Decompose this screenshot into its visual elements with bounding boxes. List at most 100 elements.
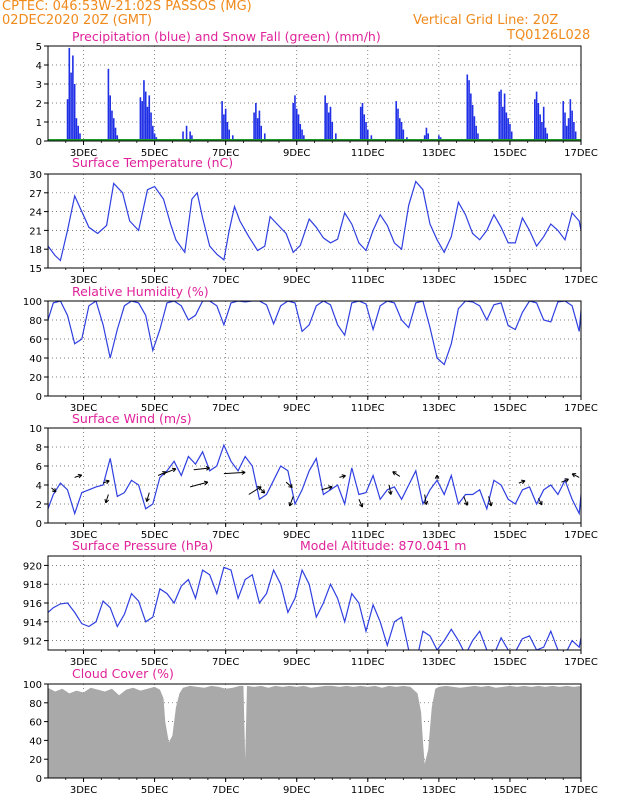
precip-bar <box>68 47 71 141</box>
humidity-panel <box>44 300 582 400</box>
y-tick-label: 60 <box>29 335 42 346</box>
y-tick-label: 20 <box>29 755 42 766</box>
y-tick-label: 5 <box>36 42 42 53</box>
precip-bar <box>335 133 337 141</box>
x-tick-label: 13DEC <box>422 403 456 414</box>
precip-bar <box>79 133 81 141</box>
precip-bar <box>228 129 231 141</box>
precip-bar <box>475 125 477 141</box>
wind-panel <box>44 427 582 527</box>
precip-bar <box>569 99 572 141</box>
header-grid-note: Vertical Grid Line: 20Z <box>413 13 559 28</box>
wind-vector-arrow <box>358 499 364 508</box>
precip-bar <box>326 103 328 141</box>
precip-bar <box>574 131 577 141</box>
y-tick-label: 914 <box>23 618 42 629</box>
precip-bar <box>153 133 156 141</box>
x-tick-label: 7DEC <box>212 657 239 668</box>
precip-bar <box>562 101 565 141</box>
y-tick-label: 10 <box>29 424 42 435</box>
precip-bar <box>565 125 568 141</box>
precip-bar <box>146 106 149 141</box>
precip-bar <box>224 108 227 141</box>
humidity-series-line <box>48 301 581 366</box>
wind-vector-arrow <box>537 498 543 506</box>
precip-bar <box>471 104 474 141</box>
y-tick-label: 2 <box>36 99 42 110</box>
precip-bar <box>139 97 142 141</box>
wind-vector-arrow <box>257 485 266 494</box>
wind-vector-arrow <box>190 480 209 488</box>
wind-title: Surface Wind (m/s) <box>72 411 192 426</box>
x-tick-label: 3DEC <box>70 657 97 668</box>
y-tick-label: 80 <box>29 699 42 710</box>
wind-vector-arrow <box>285 481 293 489</box>
cloud-cover-panel <box>44 683 582 782</box>
precip-bar <box>294 95 296 141</box>
x-tick-label: 13DEC <box>422 275 456 286</box>
x-tick-label: 11DEC <box>351 530 385 541</box>
x-tick-label: 13DEC <box>422 530 456 541</box>
y-tick-label: 2 <box>36 500 42 511</box>
precip-bar <box>303 135 305 141</box>
wind-vector-arrow <box>339 474 346 479</box>
precip-bar <box>260 125 262 141</box>
x-tick-label: 3DEC <box>70 785 97 796</box>
x-tick-label: 9DEC <box>283 148 310 159</box>
wind-vector-arrow <box>145 492 150 502</box>
x-tick-label: 9DEC <box>283 657 310 668</box>
y-tick-label: 100 <box>23 297 42 308</box>
precip-bar <box>141 101 143 141</box>
x-tick-label: 13DEC <box>422 148 456 159</box>
x-tick-label: 15DEC <box>493 403 527 414</box>
wind-vector-arrow <box>288 496 294 507</box>
x-tick-label: 15DEC <box>493 275 527 286</box>
precip-bar <box>75 118 78 141</box>
precip-bar <box>324 95 326 141</box>
precip-bar <box>367 129 369 141</box>
precip-bar <box>111 110 113 141</box>
y-tick-label: 20 <box>29 373 42 384</box>
wind-series-line <box>48 443 581 516</box>
precip-bar <box>226 122 229 141</box>
wind-vector-arrow <box>193 466 210 471</box>
precip-bar <box>66 99 69 141</box>
precip-bar <box>223 114 225 141</box>
x-tick-label: 5DEC <box>141 403 168 414</box>
precip-bar <box>292 103 294 141</box>
wind-vector-arrow <box>387 484 393 495</box>
precip-bar <box>398 118 401 141</box>
x-tick-label: 3DEC <box>70 530 97 541</box>
wind-vector-arrow <box>571 473 580 478</box>
y-tick-label: 60 <box>29 718 42 729</box>
cloud-cover-title: Cloud Cover (%) <box>72 666 174 681</box>
x-tick-label: 3DEC <box>70 403 97 414</box>
precip-bar <box>537 103 540 141</box>
y-tick-label: 920 <box>23 561 42 572</box>
y-tick-label: 1 <box>36 118 42 129</box>
precip-bar <box>546 133 549 141</box>
x-tick-label: 9DEC <box>283 403 310 414</box>
x-tick-label: 9DEC <box>283 530 310 541</box>
x-tick-label: 7DEC <box>212 785 239 796</box>
precip-bar <box>253 112 255 141</box>
precip-bar <box>231 135 234 141</box>
x-tick-label: 13DEC <box>422 657 456 668</box>
precip-bar <box>182 131 184 141</box>
y-tick-label: 8 <box>36 443 42 454</box>
precip-bar <box>502 106 504 141</box>
x-tick-label: 11DEC <box>351 403 385 414</box>
precip-bar <box>397 108 399 141</box>
y-tick-label: 0 <box>36 392 42 403</box>
precip-bar <box>427 133 430 141</box>
x-tick-label: 17DEC <box>564 530 598 541</box>
precipitation-title: Precipitation (blue) and Snow Fall (gree… <box>72 29 381 44</box>
precip-bar <box>505 112 508 141</box>
precip-bar <box>256 118 259 141</box>
precip-bar <box>297 114 300 141</box>
precip-bar <box>541 122 543 141</box>
wind-vector-arrow <box>518 479 526 485</box>
precip-bar <box>365 122 367 141</box>
precip-bar <box>470 93 472 141</box>
precip-bar <box>425 127 428 141</box>
